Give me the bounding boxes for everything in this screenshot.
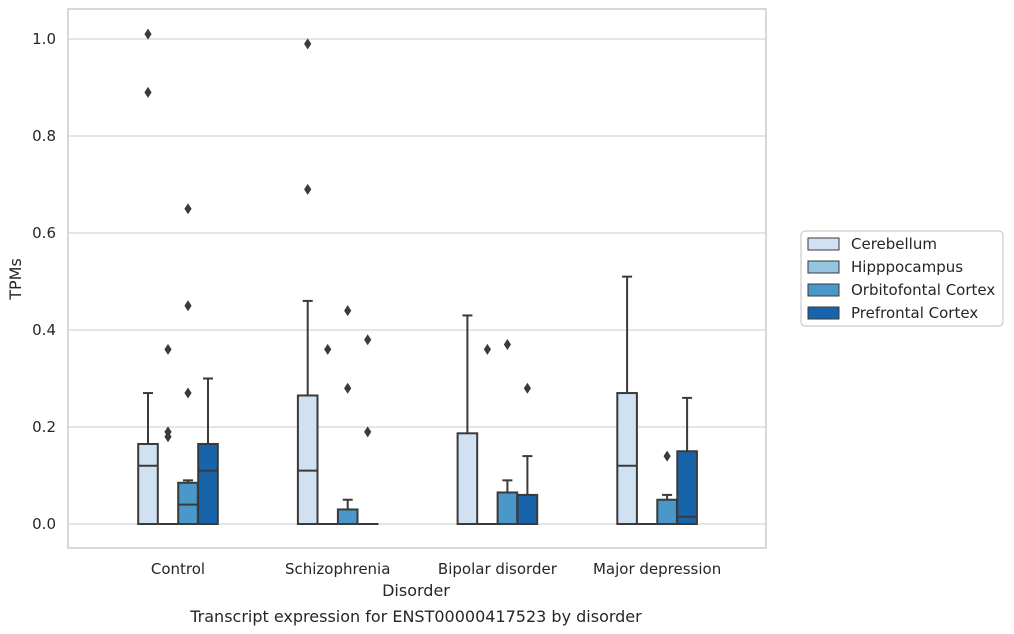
x-tick-label: Schizophrenia: [285, 560, 390, 578]
box-group: [456, 314, 479, 525]
outlier-point: [304, 183, 312, 195]
box: [656, 498, 678, 525]
outlier-point: [144, 28, 152, 40]
legend-swatch: [807, 306, 840, 320]
grid-lines: [68, 38, 766, 525]
box: [137, 442, 159, 526]
outlier-point: [344, 305, 352, 317]
outlier-point: [523, 382, 531, 394]
legend-label: Prefrontal Cortex: [851, 304, 978, 322]
outlier-point: [164, 343, 172, 355]
box-group: [656, 450, 678, 525]
box-group: [476, 343, 499, 526]
box: [336, 508, 359, 526]
box: [177, 481, 199, 525]
legend-label: Cerebellum: [851, 235, 937, 253]
box-group: [356, 334, 379, 526]
box: [616, 392, 638, 525]
outlier-point: [164, 426, 172, 438]
legend-label: Orbitofontal Cortex: [851, 281, 995, 299]
box-group: [616, 275, 638, 525]
outlier-point: [364, 426, 372, 438]
legend: Cerebellum Hipppocampus Orbitofontal Corte…: [800, 230, 1004, 327]
box-group: [316, 343, 339, 526]
box: [496, 491, 519, 526]
y-tick-label: 0.0: [32, 515, 56, 533]
box-group: [336, 305, 359, 526]
y-tick-label: 1.0: [32, 30, 56, 48]
x-axis-label: Disorder: [382, 581, 450, 600]
legend-swatch: [807, 283, 840, 297]
outlier-point: [184, 300, 192, 312]
x-tick-labels: Control Schizophrenia Bipolar disorder Majo…: [151, 560, 721, 578]
outlier-point: [503, 339, 511, 351]
outlier-point: [144, 86, 152, 98]
box: [197, 442, 219, 526]
outlier-point: [184, 203, 192, 215]
legend-swatch: [807, 237, 840, 251]
y-tick-label: 0.6: [32, 224, 56, 242]
box: [296, 394, 319, 525]
outlier-point: [663, 450, 671, 462]
box-group: [516, 382, 539, 525]
legend-frame: [800, 230, 1004, 327]
box-group: [676, 396, 698, 525]
outlier-point: [364, 334, 372, 346]
y-tick-label: 0.2: [32, 418, 56, 436]
y-tick-label: 0.8: [32, 127, 56, 145]
outlier-point: [483, 343, 491, 355]
box-group: [137, 28, 159, 526]
box-group: [496, 339, 519, 526]
chart-caption: Transcript expression for ENST0000041752…: [189, 607, 642, 626]
plot-frame: [67, 8, 767, 549]
outlier-point: [304, 38, 312, 50]
x-tick-label: Major depression: [593, 560, 721, 578]
legend-swatch: [807, 260, 840, 274]
box-group: [197, 377, 219, 526]
box: [456, 432, 479, 525]
box: [516, 493, 539, 525]
x-tick-label: Control: [151, 560, 205, 578]
outlier-point: [344, 382, 352, 394]
legend-label: Hipppocampus: [851, 258, 963, 276]
y-tick-label: 0.4: [32, 321, 56, 339]
box: [676, 450, 698, 525]
outlier-point: [324, 343, 332, 355]
box-series: [137, 28, 698, 526]
y-axis-label: TPMs: [6, 258, 25, 301]
box-group: [177, 203, 199, 525]
box-group: [296, 38, 319, 525]
box-group: [157, 343, 179, 526]
x-tick-label: Bipolar disorder: [438, 560, 558, 578]
outlier-point: [184, 387, 192, 399]
y-tick-labels: 0.0 0.2 0.4 0.6 0.8 1.0: [32, 30, 56, 533]
